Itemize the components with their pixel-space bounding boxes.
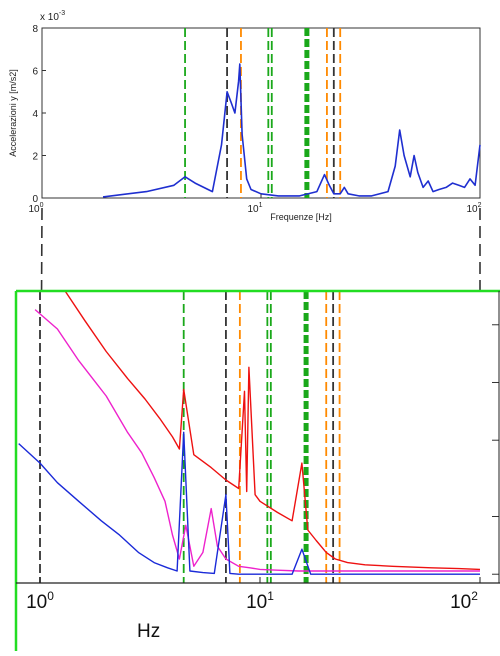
top-y-exponent-base: x 10 — [40, 12, 59, 23]
top-y-tick-label-1: 2 — [32, 152, 38, 163]
top-x-tick-label-0: 100 — [28, 202, 43, 215]
top-y-exponent-label: x 10-3 — [40, 10, 65, 23]
bottom-series-line-1 — [34, 309, 480, 572]
top-chart: 0 2 4 6 8x 10-3 100 101 102 Frequenze [Hz] Accele… — [8, 10, 482, 222]
top-y-tick-label-2: 4 — [32, 109, 38, 120]
top-x-tick-label-2: 102 — [466, 202, 481, 215]
top-y-tick-label-0: 0 — [32, 194, 38, 205]
bottom-x-tick-label-1: 101 — [246, 589, 274, 613]
top-x-tick-label-1: 101 — [247, 202, 262, 215]
top-y-tick-label-3: 6 — [32, 67, 38, 78]
bottom-series-line-0 — [64, 291, 481, 571]
bottom-chart: 100 101 102 Hz — [14, 289, 500, 651]
bottom-series-line-2 — [18, 431, 480, 575]
top-plot-frame — [41, 27, 481, 199]
top-series-line-0 — [102, 63, 481, 198]
bottom-x-tick-label-0: 100 — [26, 589, 54, 613]
bottom-plot-background — [16, 291, 500, 583]
top-x-axis-label: Frequenze [Hz] — [270, 212, 332, 222]
top-y-axis-label: Accelerazioni y [m/s2] — [8, 69, 18, 157]
bottom-plot-area — [18, 291, 481, 583]
top-y-tick-label-4: 8 — [32, 24, 38, 35]
bottom-x-tick-label-2: 102 — [450, 589, 478, 613]
bottom-x-axis-label: Hz — [137, 621, 160, 642]
top-y-exponent-power: -3 — [59, 10, 65, 17]
